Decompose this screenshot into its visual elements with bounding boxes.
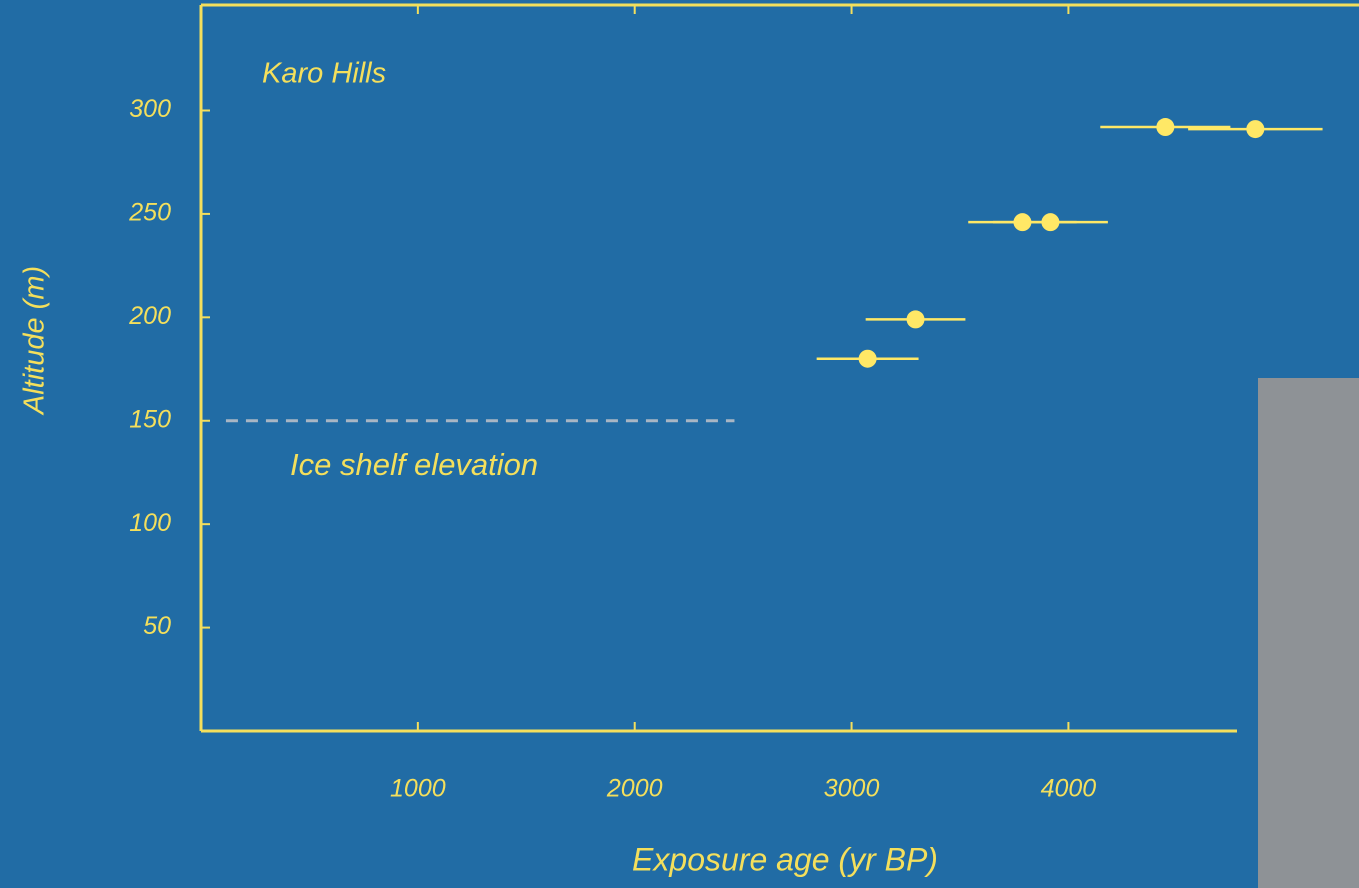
- y-tick-label: 300: [129, 95, 171, 123]
- photo: [1258, 378, 1359, 888]
- y-tick-label: 100: [129, 509, 171, 537]
- reference-label: Ice shelf elevation: [290, 447, 538, 482]
- y-tick-label: 200: [128, 302, 171, 330]
- x-tick-label: 3000: [824, 775, 880, 803]
- page: Karo Hills Exposure age (yr BP) Altitude…: [0, 0, 1359, 888]
- point: [1041, 213, 1059, 231]
- y-tick-label: 250: [128, 199, 171, 227]
- point: [907, 310, 925, 328]
- y-axis-label: Altitude (m): [19, 266, 51, 416]
- y-tick-label: 50: [143, 612, 171, 640]
- chart: Karo Hills Exposure age (yr BP) Altitude…: [0, 0, 1359, 888]
- x-tick-label: 1000: [390, 775, 446, 803]
- chart-title: Karo Hills: [262, 58, 386, 90]
- y-tick-label: 150: [129, 405, 171, 433]
- x-tick-label: 2000: [606, 775, 663, 803]
- point: [1246, 120, 1264, 138]
- point: [859, 350, 877, 368]
- x-axis-label: Exposure age (yr BP): [632, 841, 938, 877]
- x-tick-label: 4000: [1041, 775, 1097, 803]
- point: [1156, 118, 1174, 136]
